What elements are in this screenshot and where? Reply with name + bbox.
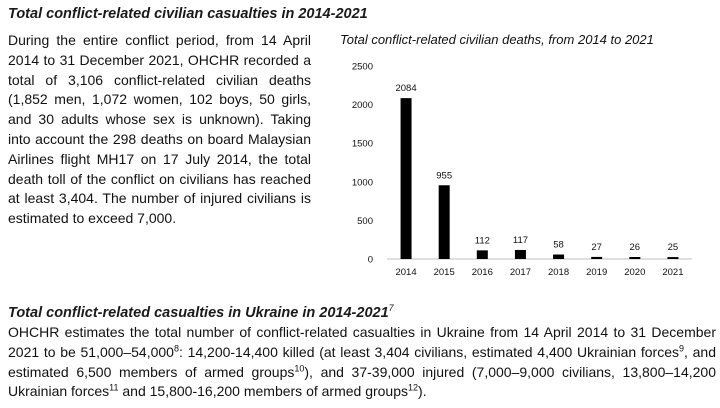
y-tick-label: 0 (368, 255, 373, 266)
bar-2019 (591, 256, 603, 259)
paragraph-segment: ). (418, 383, 427, 400)
x-tick-label-2020: 2020 (624, 267, 645, 278)
bar-2015 (438, 185, 450, 259)
data-label-2019: 27 (591, 242, 602, 253)
footnote-ref-9: 9 (679, 343, 685, 354)
y-tick-label: 2000 (352, 100, 373, 111)
footnote-ref-12: 12 (408, 382, 419, 393)
data-label-2016: 112 (475, 235, 490, 246)
section-heading-ukraine-casualties: Total conflict-related casualties in Ukr… (8, 303, 394, 321)
x-tick-label-2018: 2018 (548, 267, 569, 278)
x-tick-label-2016: 2016 (472, 267, 493, 278)
x-tick-label-2021: 2021 (662, 267, 683, 278)
footnote-ref-7: 7 (388, 303, 394, 313)
bar-2016 (476, 250, 488, 259)
x-tick-label-2019: 2019 (586, 267, 607, 278)
x-tick-label-2015: 2015 (434, 267, 455, 278)
data-label-2021: 25 (668, 242, 679, 253)
data-label-2018: 58 (553, 240, 564, 251)
civilian-deaths-bar-chart: 0 500 1000 1500 2000 2500 2084 2014 955 2015 112 2… (352, 62, 692, 278)
section2-heading-text: Total conflict-related casualties in Ukr… (8, 304, 389, 321)
data-label-2015: 955 (436, 170, 452, 181)
footnote-ref-10: 10 (294, 362, 305, 373)
bar-2014 (400, 98, 412, 259)
y-tick-label: 1000 (352, 177, 373, 188)
data-label-2014: 2084 (395, 83, 416, 94)
footnote-ref-8: 8 (173, 343, 179, 354)
y-tick-label: 500 (357, 216, 373, 227)
paragraph-segment: OHCHR estimates the total number of conf… (8, 324, 716, 360)
section-heading-civilian-casualties: Total conflict-related civilian casualti… (8, 6, 368, 22)
x-tick-label-2014: 2014 (395, 267, 416, 278)
x-tick-label-2017: 2017 (510, 267, 531, 278)
ukraine-casualties-paragraph: OHCHR estimates the total number of conf… (8, 323, 716, 402)
paragraph-segment: : 14,200-14,400 killed (at least 3,404 c… (178, 343, 680, 360)
bar-2021 (667, 257, 679, 259)
civilian-casualties-paragraph: During the entire conflict period, from … (8, 32, 311, 227)
bar-2018 (553, 254, 565, 259)
bar-2020 (629, 256, 641, 259)
y-tick-label: 1500 (352, 139, 373, 150)
data-label-2017: 117 (513, 235, 528, 246)
footnote-ref-11: 11 (109, 382, 119, 393)
bar-2017 (514, 249, 526, 259)
paragraph-segment: ), and 37-39,000 injured (7,000–9,000 ci… (8, 363, 716, 400)
data-label-2020: 26 (630, 242, 641, 253)
chart-title: Total conflict-related civilian deaths, … (340, 32, 654, 47)
paragraph-segment: , and estimated 6,500 members of armed g… (8, 343, 716, 380)
y-tick-label: 2500 (352, 62, 373, 73)
paragraph-segment: and 15,800-16,200 members of armed group… (118, 383, 409, 400)
